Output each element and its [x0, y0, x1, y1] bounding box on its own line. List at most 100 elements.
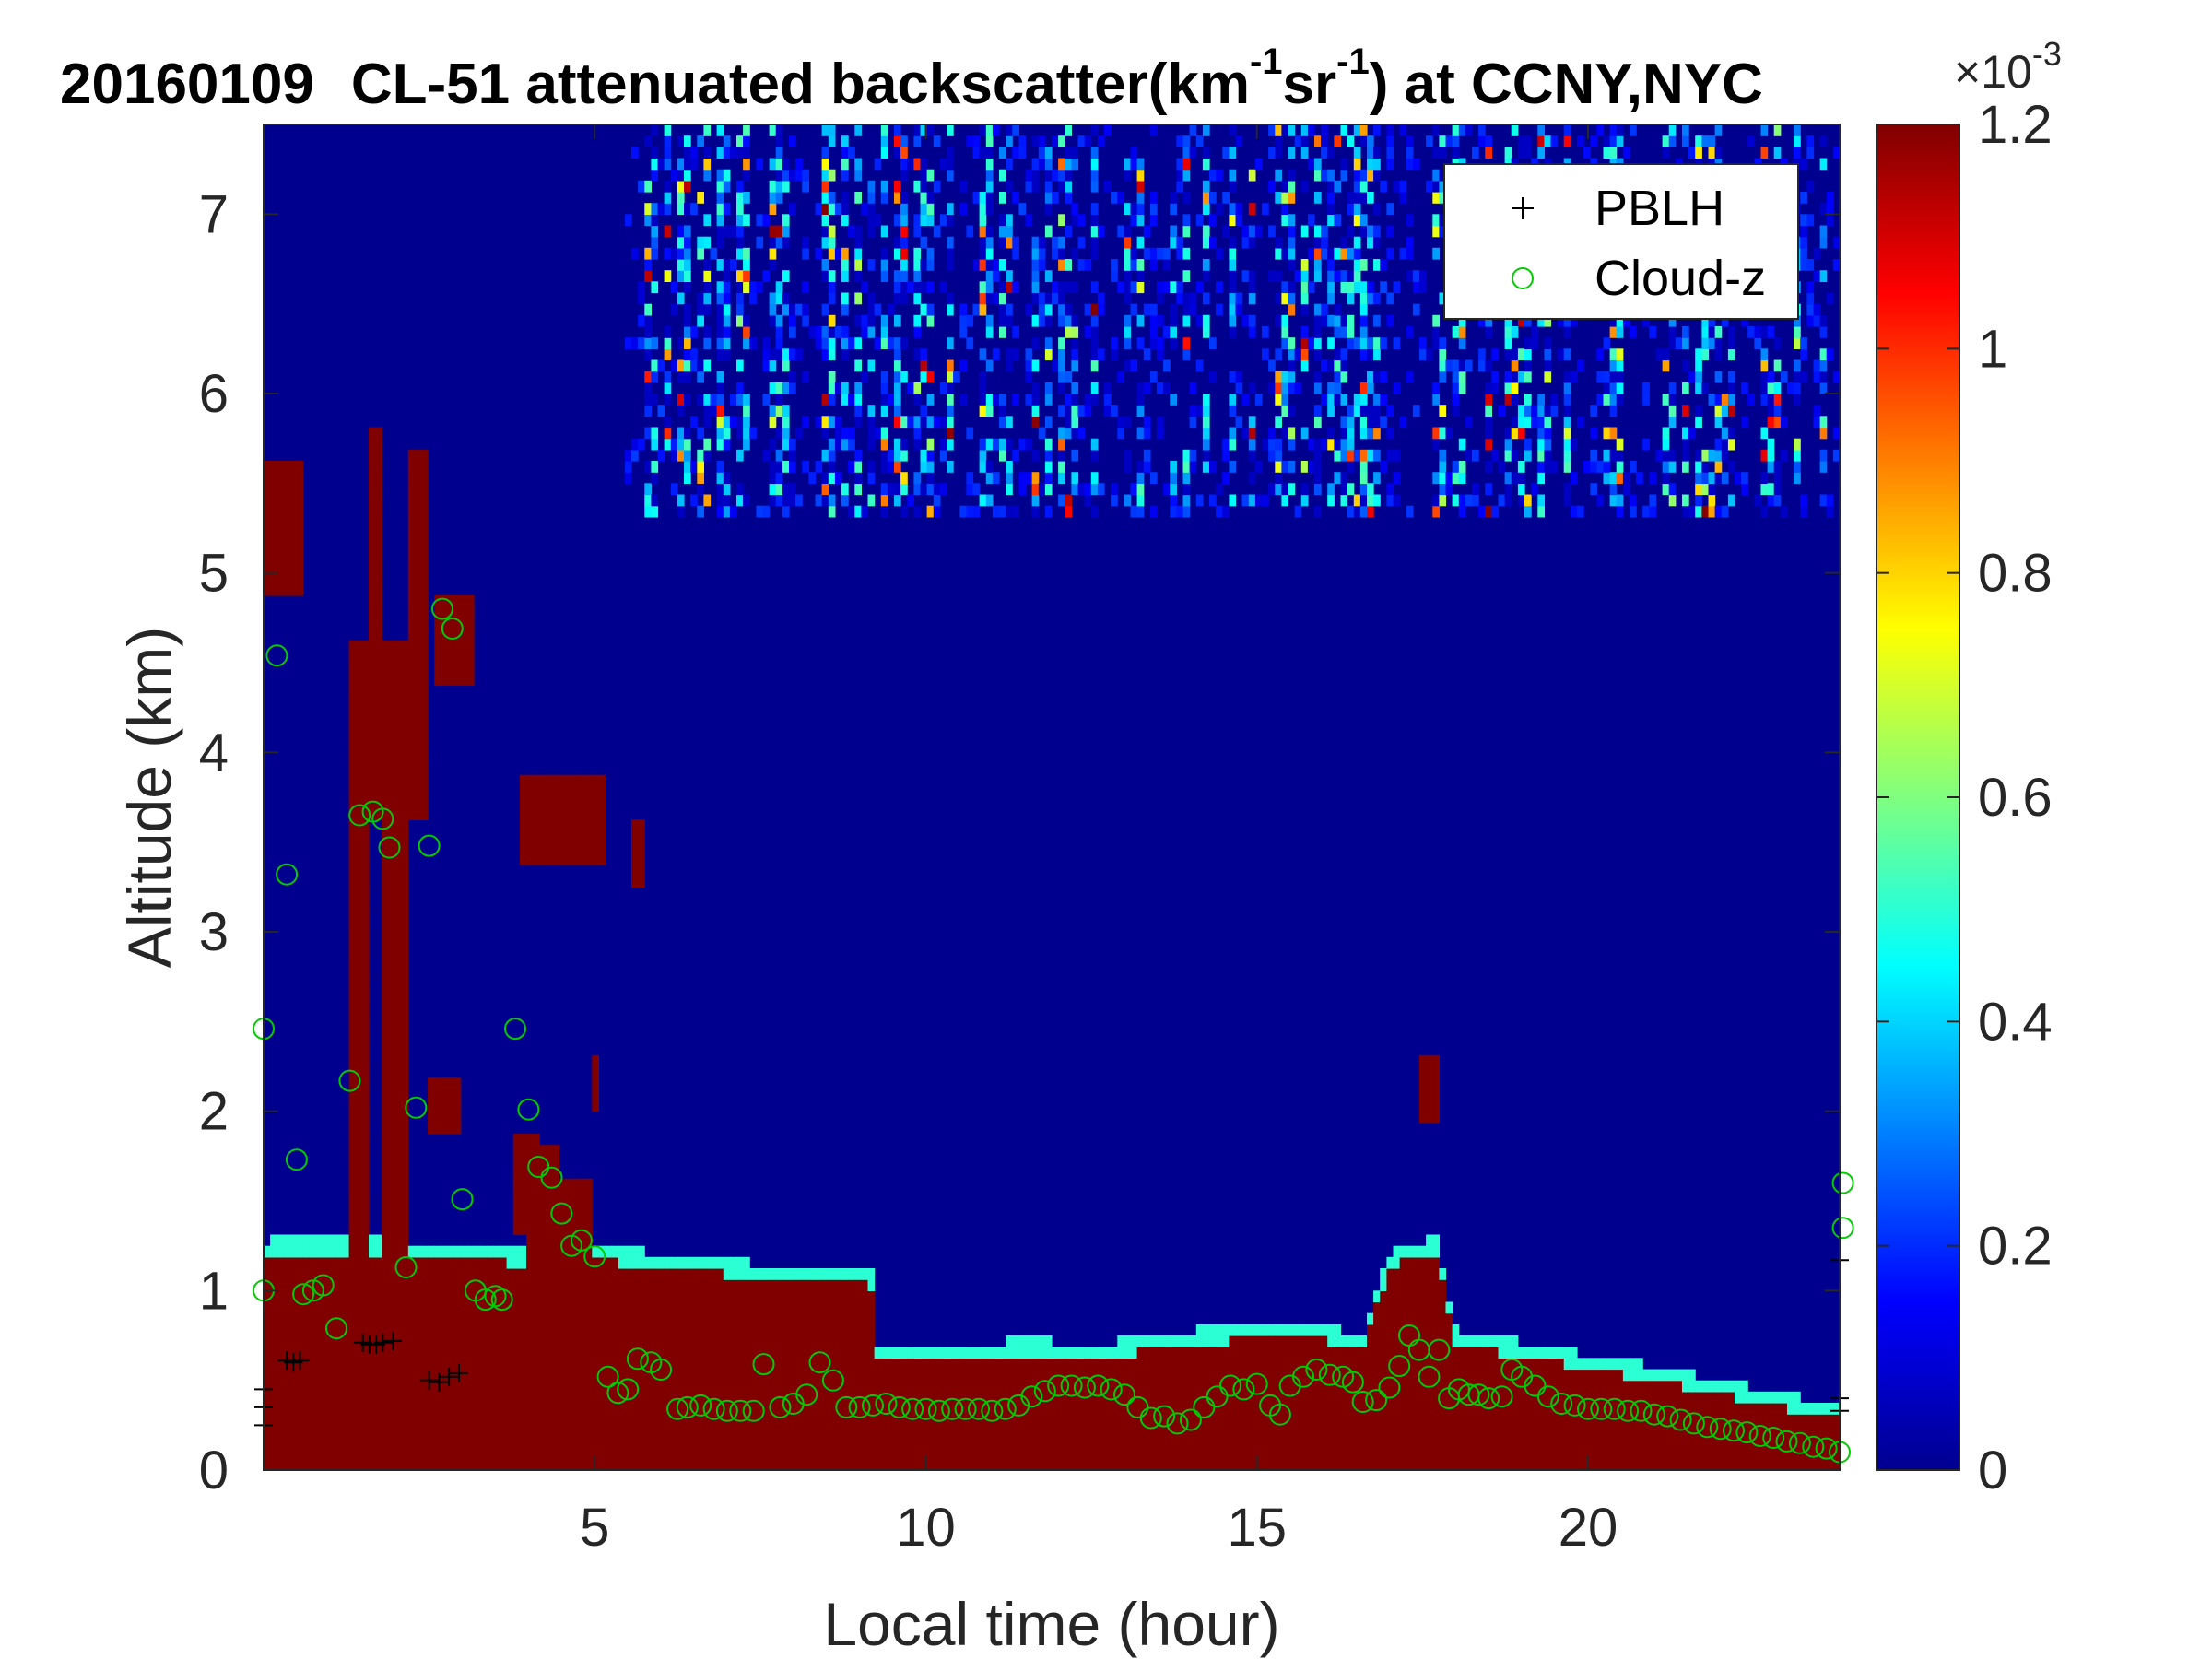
heatmap-cell — [684, 135, 691, 147]
heatmap-cell — [736, 1447, 744, 1460]
heatmap-cell — [421, 707, 429, 720]
heatmap-cell — [1044, 225, 1053, 238]
heatmap-cell — [526, 1234, 534, 1247]
heatmap-cell — [618, 1312, 626, 1325]
heatmap-cell — [394, 1347, 403, 1359]
heatmap-cell — [638, 1279, 645, 1291]
heatmap-cell — [1216, 1369, 1223, 1382]
heatmap-cell — [388, 1369, 396, 1382]
heatmap-cell — [585, 1268, 593, 1280]
heatmap-cell — [723, 1458, 731, 1471]
heatmap-cell — [1262, 203, 1269, 215]
heatmap-cell — [585, 1358, 593, 1371]
heatmap-cell — [480, 1301, 488, 1314]
heatmap-cell — [939, 214, 947, 227]
heatmap-cell — [421, 1279, 429, 1291]
heatmap-cells — [264, 124, 1841, 1471]
heatmap-cell — [394, 1369, 403, 1382]
heatmap-cell — [664, 1290, 672, 1303]
heatmap-cell — [375, 1436, 382, 1449]
heatmap-cell — [361, 853, 370, 865]
heatmap-cell — [1058, 1458, 1065, 1471]
heatmap-cell — [369, 561, 376, 574]
heatmap-cell — [441, 1425, 449, 1438]
heatmap-cell — [1124, 1347, 1132, 1359]
heatmap-cell — [1182, 1335, 1191, 1347]
heatmap-cell — [361, 1100, 370, 1112]
heatmap-cell — [841, 394, 849, 406]
heatmap-cell — [401, 1167, 409, 1180]
heatmap-cell — [592, 1324, 599, 1336]
heatmap-cell — [1222, 1369, 1230, 1382]
heatmap-cell — [795, 494, 803, 507]
heatmap-cell — [1136, 314, 1145, 327]
heatmap-cell — [1090, 314, 1099, 327]
heatmap-cell — [716, 416, 724, 429]
heatmap-cell — [775, 427, 783, 440]
heatmap-cell — [388, 932, 396, 944]
heatmap-cell — [539, 785, 547, 798]
heatmap-cell — [1170, 394, 1177, 406]
heatmap-cell — [348, 1268, 357, 1280]
heatmap-cell — [296, 1234, 304, 1247]
heatmap-cell — [1111, 270, 1118, 282]
heatmap-cell — [1229, 1335, 1237, 1347]
heatmap-cell — [355, 1414, 363, 1426]
heatmap-cell — [1104, 382, 1112, 394]
heatmap-cell — [375, 774, 382, 787]
heatmap-cell — [539, 853, 547, 865]
heatmap-cell — [966, 1414, 974, 1426]
heatmap-cell — [506, 1436, 514, 1449]
heatmap-cell — [552, 808, 560, 820]
heatmap-cell — [283, 1369, 291, 1382]
heatmap-cell — [624, 1279, 632, 1291]
heatmap-cell — [348, 1100, 357, 1112]
heatmap-cell — [920, 169, 928, 182]
heatmap-cell — [926, 438, 935, 451]
heatmap-cell — [539, 830, 547, 843]
heatmap-cell — [559, 808, 567, 820]
heatmap-cell — [447, 640, 455, 653]
heatmap-cell — [815, 1268, 823, 1280]
heatmap-cell — [355, 1189, 363, 1202]
heatmap-cell — [512, 1145, 521, 1157]
heatmap-cell — [664, 371, 672, 383]
heatmap-cell — [1157, 1347, 1164, 1359]
heatmap-cell — [887, 1391, 895, 1404]
heatmap-cell — [407, 696, 416, 709]
heatmap-cell — [361, 841, 370, 854]
heatmap-cell — [1229, 236, 1237, 249]
heatmap-cell — [579, 1324, 586, 1336]
heatmap-cell — [447, 1425, 455, 1438]
heatmap-cell — [382, 1447, 389, 1460]
heatmap-cell — [1182, 461, 1191, 473]
heatmap-cell — [999, 214, 1006, 227]
heatmap-cell — [355, 954, 363, 967]
heatmap-cell — [1065, 314, 1072, 327]
heatmap-cell — [1124, 1458, 1132, 1471]
heatmap-cell — [1321, 1447, 1328, 1460]
heatmap-cell — [1038, 1458, 1046, 1471]
heatmap-cell — [1044, 1391, 1053, 1404]
heatmap-cell — [348, 1403, 357, 1415]
heatmap-cell — [861, 1301, 869, 1314]
heatmap-cell — [1025, 394, 1033, 406]
heatmap-cell — [913, 394, 922, 406]
heatmap-cell — [677, 1391, 685, 1404]
heatmap-cell — [913, 1447, 922, 1460]
heatmap-cell — [1058, 1369, 1065, 1382]
heatmap-cell — [487, 1425, 494, 1438]
heatmap-cell — [828, 1436, 836, 1449]
heatmap-cell — [421, 774, 429, 787]
heatmap-cell — [657, 1380, 665, 1393]
heatmap-cell — [703, 449, 712, 462]
heatmap-cell — [651, 1358, 659, 1371]
heatmap-cell — [841, 427, 849, 440]
heatmap-cell — [519, 797, 527, 809]
heatmap-cell — [1031, 472, 1040, 484]
heatmap-cell — [657, 1324, 665, 1336]
heatmap-cell — [1031, 247, 1040, 260]
heatmap-cell — [1229, 326, 1237, 338]
heatmap-cell — [749, 292, 757, 305]
heatmap-cell — [624, 1268, 632, 1280]
